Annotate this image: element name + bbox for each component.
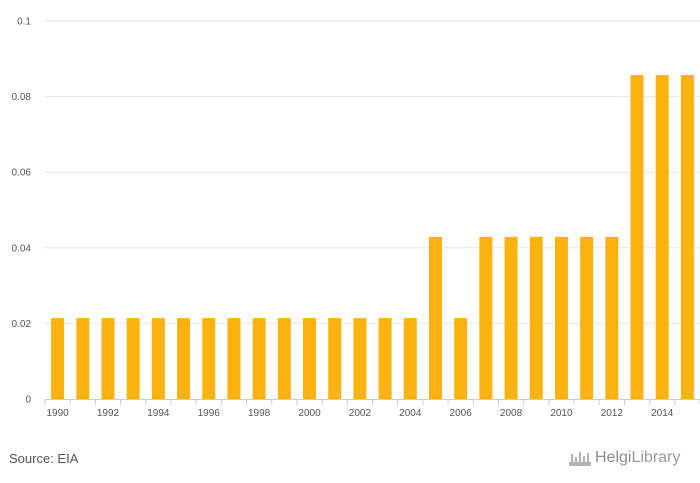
bar-2001[interactable] bbox=[328, 318, 342, 399]
x-tick-label: 2014 bbox=[651, 408, 674, 419]
bar-2002[interactable] bbox=[353, 318, 367, 399]
x-tick-label: 2006 bbox=[450, 408, 473, 419]
bar-1997[interactable] bbox=[227, 318, 241, 399]
x-tick-label: 2002 bbox=[349, 408, 372, 419]
bar-2004[interactable] bbox=[403, 318, 417, 399]
x-tick-label: 1990 bbox=[46, 408, 69, 419]
bar-1998[interactable] bbox=[252, 318, 266, 399]
source-note: Source: EIA bbox=[9, 451, 79, 466]
bar-2007[interactable] bbox=[479, 236, 493, 399]
bar-2009[interactable] bbox=[529, 236, 543, 399]
bar-2014[interactable] bbox=[655, 75, 669, 399]
logo-text: HelgiLibrary bbox=[595, 449, 681, 466]
x-axis bbox=[44, 399, 700, 405]
x-tick-label: 2000 bbox=[298, 408, 321, 419]
library-building-icon bbox=[569, 452, 591, 466]
y-tick-label: 0.1 bbox=[17, 17, 31, 28]
bars bbox=[51, 75, 694, 399]
helgi-library-logo[interactable]: HelgiLibrary bbox=[568, 448, 680, 468]
x-tick-label: 2012 bbox=[601, 408, 624, 419]
bar-2003[interactable] bbox=[378, 318, 392, 399]
bar-2006[interactable] bbox=[454, 318, 468, 399]
x-tick-label: 1996 bbox=[198, 408, 221, 419]
y-tick-label: 0.08 bbox=[12, 92, 32, 103]
x-tick-label: 2008 bbox=[500, 408, 523, 419]
y-axis-labels: 0 0.02 0.04 0.06 0.08 0.1 bbox=[12, 17, 32, 406]
y-tick-label: 0.06 bbox=[12, 168, 32, 179]
bar-2010[interactable] bbox=[554, 236, 568, 399]
bar-1996[interactable] bbox=[202, 318, 216, 399]
bar-1999[interactable] bbox=[277, 318, 291, 399]
bar-2000[interactable] bbox=[303, 318, 317, 399]
bar-1991[interactable] bbox=[76, 318, 90, 399]
x-tick-label: 1998 bbox=[248, 408, 271, 419]
bar-1995[interactable] bbox=[177, 318, 191, 399]
bar-2008[interactable] bbox=[504, 236, 518, 399]
y-tick-label: 0.02 bbox=[12, 319, 32, 330]
x-tick-label: 1994 bbox=[147, 408, 170, 419]
x-tick-label: 2004 bbox=[399, 408, 422, 419]
bar-2013[interactable] bbox=[630, 75, 644, 399]
y-tick-label: 0 bbox=[25, 395, 31, 406]
bar-chart: 00.020.040.060.080.1 1990 1992 1994 1996 199… bbox=[12, 17, 700, 419]
gridlines bbox=[45, 20, 700, 324]
x-tick-label: 2010 bbox=[550, 408, 573, 419]
bar-1994[interactable] bbox=[151, 318, 165, 399]
bar-2011[interactable] bbox=[580, 236, 594, 399]
bar-1993[interactable] bbox=[126, 318, 140, 399]
x-tick-label: 1992 bbox=[97, 408, 120, 419]
bar-2015[interactable] bbox=[680, 75, 694, 399]
bar-2005[interactable] bbox=[428, 236, 442, 399]
y-tick-label: 0.04 bbox=[12, 243, 32, 254]
bar-1992[interactable] bbox=[101, 318, 115, 399]
bar-1990[interactable] bbox=[51, 318, 65, 399]
x-axis-labels: 1990 1992 1994 1996 1998 2000 2002 2004 2006 2008… bbox=[46, 408, 673, 419]
bar-2012[interactable] bbox=[605, 236, 619, 399]
